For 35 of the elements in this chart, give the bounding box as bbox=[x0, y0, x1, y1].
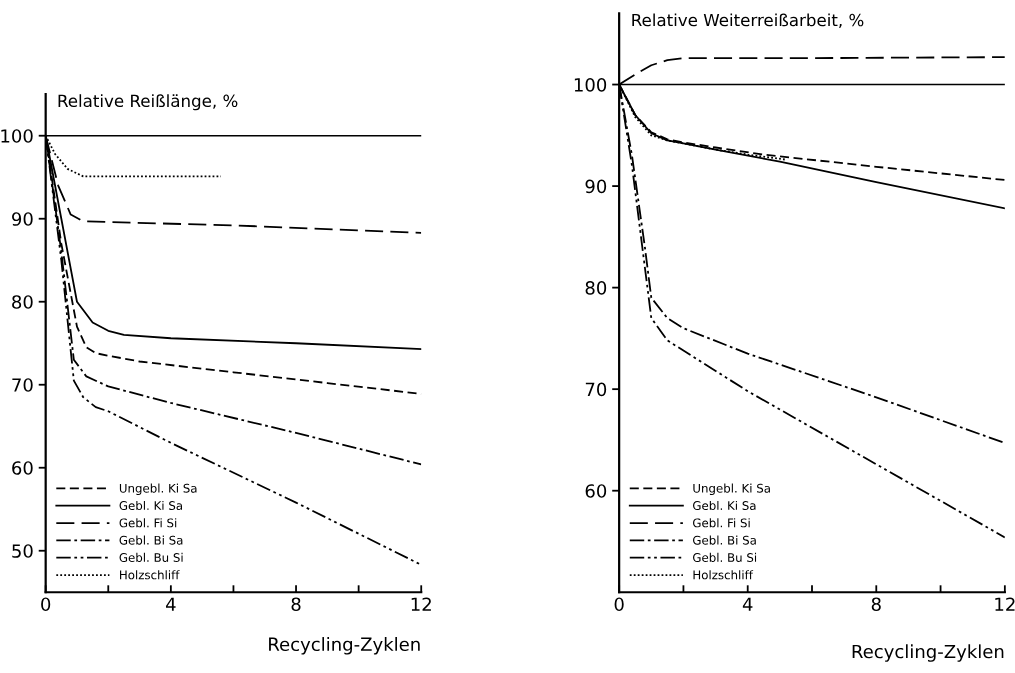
legend-label: Gebl. Bu Si bbox=[693, 552, 757, 562]
y-tick-label: 70 bbox=[585, 382, 607, 397]
y-tick-label: 60 bbox=[12, 461, 33, 475]
y-axis-title: Relative Reißlänge, % bbox=[58, 94, 238, 111]
x-tick-label: 8 bbox=[871, 597, 881, 612]
x-tick-label: 0 bbox=[41, 597, 51, 612]
x-tick-label: 4 bbox=[166, 597, 176, 611]
legend-label: Holzschliff bbox=[693, 570, 754, 580]
legend-label: Gebl. Bi Sa bbox=[119, 535, 183, 545]
y-tick-label: 80 bbox=[585, 281, 607, 295]
legend-label: Ungebl. Ki Sa bbox=[693, 483, 770, 495]
legend-label: Gebl. Fi Si bbox=[693, 518, 750, 528]
y-tick-label: 90 bbox=[12, 212, 33, 226]
y-tick-label: 60 bbox=[585, 484, 607, 498]
y-axis-title: Relative Weiterreißarbeit, % bbox=[632, 13, 864, 29]
x-axis-title: Recycling-Zyklen bbox=[852, 644, 1004, 662]
legend-label: Holzschliff bbox=[120, 570, 180, 580]
legend-label: Gebl. Bu Si bbox=[119, 552, 183, 562]
x-tick-label: 4 bbox=[742, 597, 753, 611]
x-tick-label: 0 bbox=[614, 597, 624, 612]
legend-label: Gebl. Ki Sa bbox=[119, 500, 182, 511]
y-tick-label: 80 bbox=[12, 295, 33, 309]
x-tick-label: 8 bbox=[291, 597, 301, 612]
legend-label: Gebl. Bi Sa bbox=[693, 535, 756, 545]
legend-label: Gebl. Ki Sa bbox=[693, 500, 756, 511]
y-tick-label: 90 bbox=[585, 179, 607, 194]
x-axis-title: Recycling-Zyklen bbox=[269, 637, 420, 655]
legend-label: Gebl. Fi Si bbox=[119, 518, 177, 528]
x-tick-label: 12 bbox=[995, 597, 1015, 611]
y-tick-label: 100 bbox=[1, 129, 33, 143]
x-tick-label: 12 bbox=[411, 597, 431, 611]
legend-label: Ungebl. Ki Sa bbox=[119, 483, 197, 495]
y-tick-label: 100 bbox=[574, 78, 607, 92]
y-tick-label: 50 bbox=[12, 544, 33, 558]
y-tick-label: 70 bbox=[12, 378, 33, 392]
